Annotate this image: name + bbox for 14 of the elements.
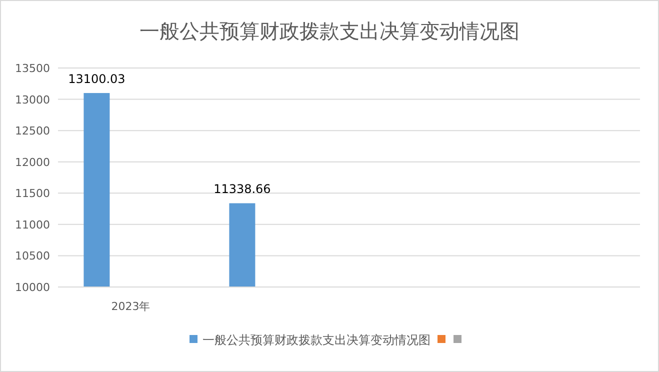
data-label: 13100.03 — [68, 72, 126, 86]
y-tick-label: 13500 — [15, 62, 50, 75]
y-tick-label: 10500 — [15, 250, 50, 263]
chart-title: 一般公共预算财政拨款支出决算变动情况图 — [140, 19, 520, 43]
y-tick-label: 12000 — [15, 156, 50, 169]
y-tick-label: 10000 — [15, 281, 50, 294]
y-tick-label: 11500 — [15, 187, 50, 200]
y-tick-label: 11000 — [15, 218, 50, 232]
y-tick-label: 13000 — [15, 93, 50, 106]
legend: 一般公共预算财政拨款支出决算变动情况图 — [190, 333, 462, 347]
x-tick-label: 2023年 — [111, 300, 150, 313]
legend-label: 一般公共预算财政拨款支出决算变动情况图 — [202, 333, 430, 347]
y-tick-label: 12500 — [15, 124, 50, 138]
data-label: 11338.66 — [214, 182, 271, 196]
